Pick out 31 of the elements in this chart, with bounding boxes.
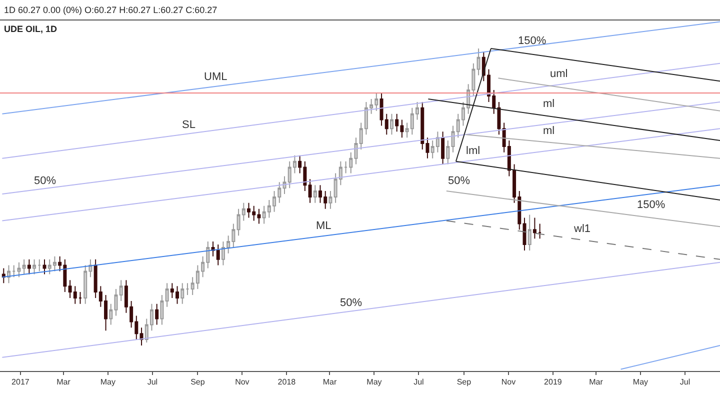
- x-tick-label: Jul: [147, 378, 158, 387]
- annotation: 150%: [637, 199, 666, 211]
- annotation: ML: [316, 220, 332, 232]
- x-tick-label: Nov: [501, 378, 516, 387]
- x-tick-label: Nov: [235, 378, 250, 387]
- annotation: ml: [543, 98, 555, 110]
- annotation: UML: [204, 71, 228, 83]
- x-tick-label: Sep: [190, 378, 206, 387]
- annotation: wl1: [573, 223, 591, 235]
- x-tick-label: Mar: [322, 378, 337, 387]
- x-tick-label: 2017: [12, 378, 30, 387]
- x-tick-label: May: [632, 378, 648, 387]
- x-tick-label: 2018: [278, 378, 296, 387]
- annotation: SL: [182, 119, 196, 131]
- x-tick-label: 2019: [544, 378, 562, 387]
- x-tick-label: Mar: [589, 378, 604, 387]
- x-tick-label: May: [366, 378, 382, 387]
- annotation: uml: [550, 68, 568, 80]
- annotation: 150%: [518, 35, 546, 47]
- annotation: 50%: [340, 297, 362, 309]
- x-tick-label: Jul: [414, 378, 424, 387]
- x-tick-label: Sep: [456, 378, 472, 387]
- x-tick-label: Mar: [56, 378, 71, 387]
- chart-subtitle: 1D 60.27 0.00 (0%) O:60.27 H:60.27 L:60.27 C:60.27: [4, 5, 218, 15]
- annotation: ml: [543, 125, 555, 137]
- annotation: 50%: [34, 175, 56, 187]
- annotation: 50%: [448, 175, 470, 187]
- x-tick-label: May: [100, 378, 116, 387]
- annotation: lml: [466, 145, 480, 157]
- chart-title: UDE OIL, 1D: [4, 24, 58, 34]
- x-tick-label: Jul: [680, 378, 690, 387]
